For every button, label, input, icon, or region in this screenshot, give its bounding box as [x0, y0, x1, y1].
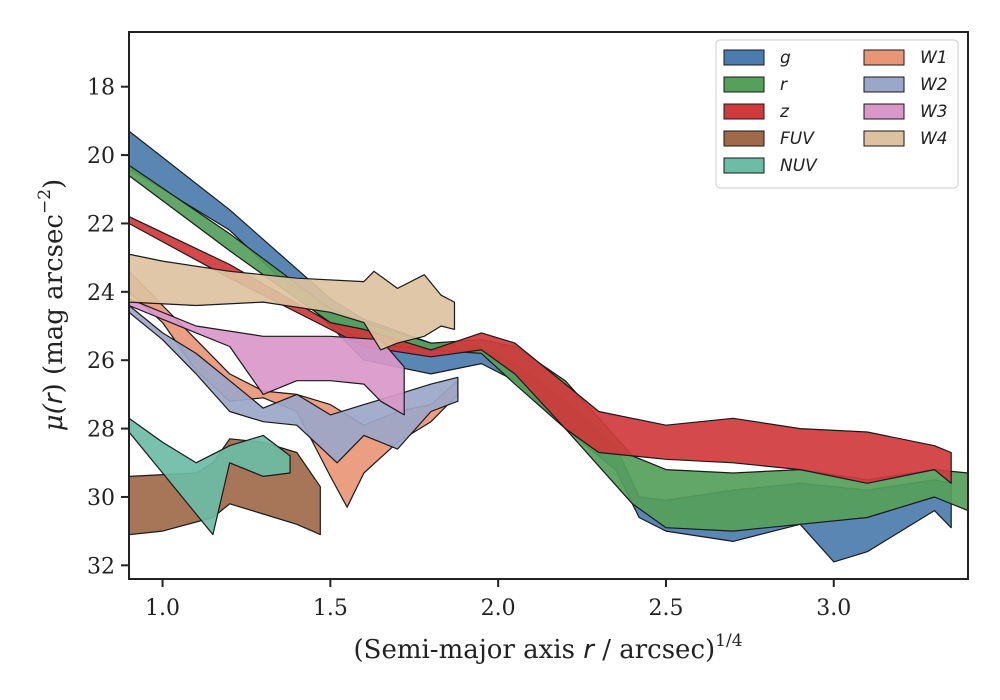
y-tick-label: 18: [87, 76, 115, 101]
legend-label-w4: W4: [920, 129, 948, 149]
legend-swatch-fuv: [723, 130, 765, 147]
y-tick-label: 20: [87, 144, 115, 169]
series-band-w4: [129, 253, 456, 351]
legend-label-fuv: FUV: [780, 129, 815, 149]
y-tick-label: 30: [87, 486, 115, 511]
x-tick-label: 1.0: [145, 596, 180, 621]
series-band-nuv: [129, 417, 291, 536]
x-axis: 1.0 1.5 2.0 2.5 3.0: [145, 579, 851, 621]
legend: grz FUV NUV W1 W2 W3 W4: [715, 39, 959, 189]
x-tick-label: 3.0: [816, 596, 851, 621]
series-band-w2: [129, 304, 459, 464]
legend-label-r: r: [780, 75, 788, 95]
y-tick-label: 22: [87, 212, 115, 237]
legend-swatch-r: [723, 76, 765, 93]
plot-frame: [128, 31, 969, 580]
series-band-w3: [129, 298, 405, 416]
y-axis: 18 20 22 24 26 28 30 32: [87, 76, 129, 579]
legend-label-w1: W1: [920, 48, 948, 68]
legend-swatch-nuv: [723, 157, 765, 174]
y-axis-label: μ(r) (mag arcsec−2): [35, 179, 69, 431]
x-tick-label: 2.5: [648, 596, 683, 621]
legend-label-w3: W3: [920, 102, 948, 122]
legend-label-nuv: NUV: [780, 156, 818, 176]
legend-swatch-z: [723, 103, 765, 120]
y-tick-label: 26: [87, 349, 115, 374]
x-tick-label: 2.0: [481, 596, 516, 621]
x-tick-label: 1.5: [313, 596, 348, 621]
legend-swatch-w3: [863, 103, 905, 120]
legend-label-w2: W2: [920, 75, 948, 95]
series-band-z: [129, 216, 952, 484]
legend-label-g: g: [780, 48, 791, 68]
plot-area: [129, 130, 968, 563]
y-tick-label: 24: [87, 281, 115, 306]
legend-swatch-w2: [863, 76, 905, 93]
legend-swatch-g: [723, 49, 765, 66]
legend-swatch-w1: [863, 49, 905, 66]
y-tick-label: 32: [87, 554, 115, 579]
legend-label-z: z: [779, 102, 790, 122]
x-axis-label: (Semi-major axis r / arcsec)1/4: [353, 631, 742, 665]
legend-swatch-w4: [863, 130, 905, 147]
y-tick-label: 28: [87, 418, 115, 443]
